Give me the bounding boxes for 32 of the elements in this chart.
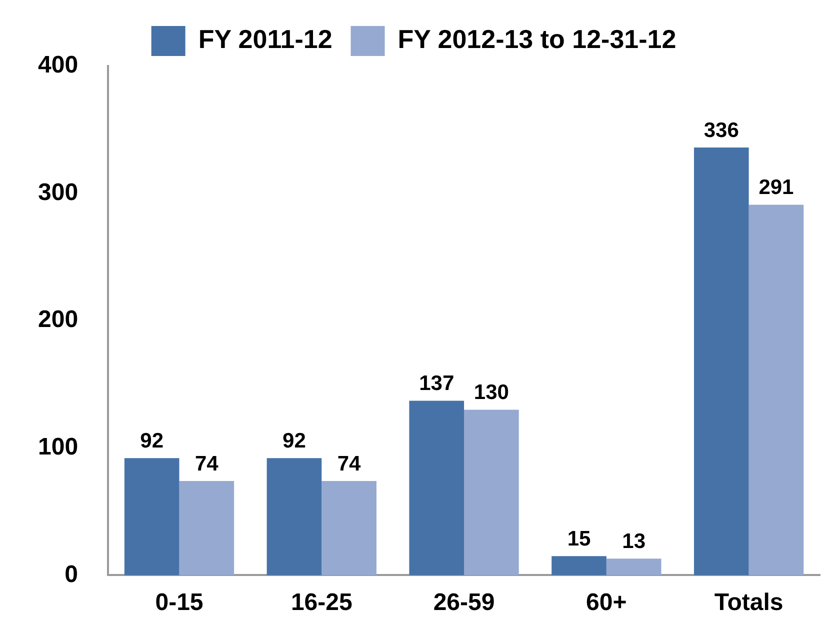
data-label: 13 xyxy=(622,530,646,553)
bar xyxy=(694,147,749,576)
data-label: 291 xyxy=(758,176,794,200)
data-label: 336 xyxy=(704,118,739,142)
y-tick-label: 0 xyxy=(64,560,78,588)
x-tick-label: 16-25 xyxy=(290,589,352,616)
bar xyxy=(552,556,606,576)
y-tick-label: 400 xyxy=(38,52,78,79)
bar xyxy=(606,558,662,576)
data-label: 74 xyxy=(194,452,219,476)
data-label: 15 xyxy=(567,527,591,550)
bar xyxy=(464,410,519,576)
data-label: 92 xyxy=(282,429,306,452)
y-tick-label: 300 xyxy=(38,178,78,206)
data-label: 137 xyxy=(419,372,454,396)
x-tick-label: 0-15 xyxy=(155,589,204,616)
x-tick-label: 60+ xyxy=(586,589,627,616)
bar xyxy=(322,481,376,576)
data-label: 74 xyxy=(337,452,362,476)
bar xyxy=(409,400,464,576)
bar xyxy=(748,204,804,576)
data-label: 92 xyxy=(140,429,164,452)
bar xyxy=(124,458,180,576)
legend-label: FY 2011-12 xyxy=(198,24,332,54)
y-tick-label: 200 xyxy=(38,306,78,334)
bar xyxy=(266,458,322,576)
data-label: 130 xyxy=(474,381,509,404)
x-tick-label: 26-59 xyxy=(433,589,495,616)
bar xyxy=(179,481,234,576)
legend-label: FY 2012-13 to 12-31-12 xyxy=(398,24,676,54)
x-tick-label: Totals xyxy=(714,589,784,616)
y-tick-label: 100 xyxy=(38,434,78,461)
